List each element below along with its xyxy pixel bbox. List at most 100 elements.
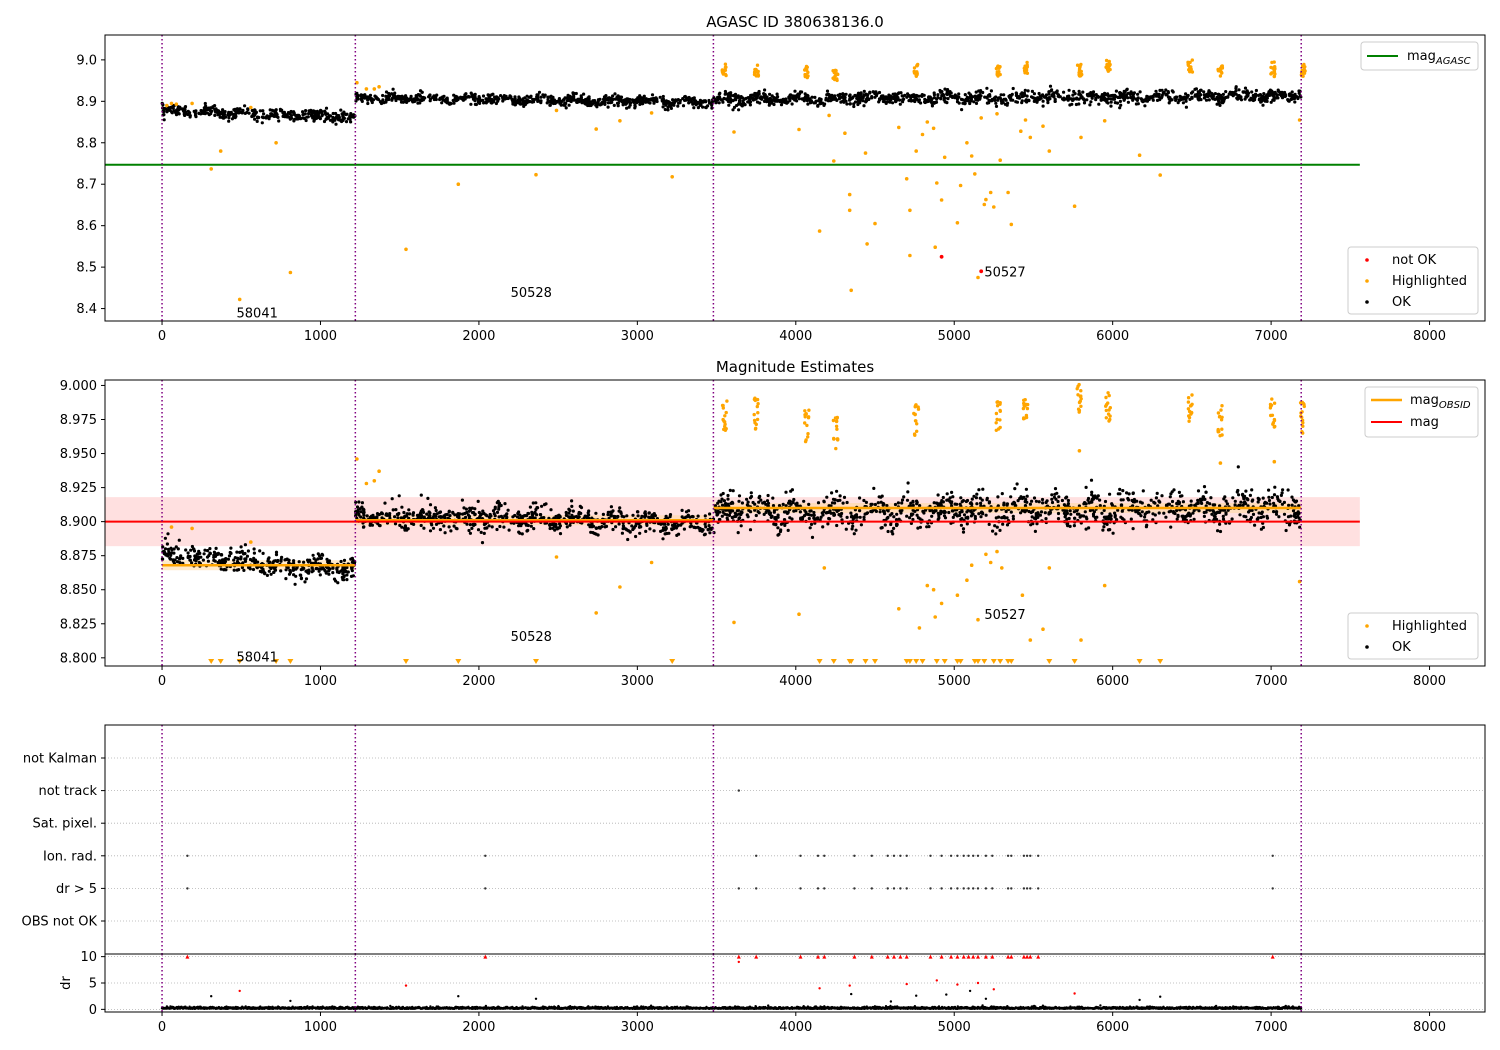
ok-point [768, 513, 772, 517]
ok-point [404, 97, 408, 101]
ok-point [166, 554, 170, 558]
ok-point [226, 113, 230, 117]
ok-point [849, 511, 853, 515]
highlighted-point [1107, 419, 1111, 423]
ok-point [569, 99, 573, 104]
ok-point [1056, 517, 1061, 521]
ok-point [1199, 98, 1203, 102]
ok-point [1147, 503, 1151, 507]
ok-point [1090, 96, 1094, 100]
highlighted-point [218, 149, 223, 153]
ok-point [564, 510, 568, 515]
ok-point [996, 98, 1000, 102]
not-ok-point [939, 254, 944, 259]
ok-point [473, 99, 477, 103]
ok-point [565, 525, 569, 529]
ok-point [1202, 93, 1206, 97]
ok-point [1289, 514, 1293, 518]
ok-point [183, 105, 188, 109]
highlighted-point [817, 229, 822, 233]
ok-point [1168, 99, 1172, 103]
highlighted-point [1186, 400, 1191, 404]
ok-point [1110, 94, 1114, 98]
ok-point [737, 494, 742, 498]
ok-point [837, 97, 842, 101]
ok-point [563, 101, 567, 105]
ok-point [701, 105, 705, 109]
ok-point [1204, 490, 1208, 494]
ok-point [412, 97, 416, 101]
ok-point [194, 115, 198, 119]
ok-point [946, 97, 950, 101]
highlighted-point [1270, 397, 1274, 401]
ok-point [1251, 512, 1256, 517]
ok-point [1270, 495, 1274, 500]
ok-point [345, 112, 349, 116]
ok-point [366, 98, 370, 102]
ok-point [735, 509, 740, 513]
ok-point [546, 95, 550, 99]
ok-point [469, 102, 473, 106]
ok-point [602, 95, 607, 99]
ok-point [1228, 90, 1232, 94]
ok-point [484, 97, 488, 101]
ok-point [987, 522, 991, 527]
ok-point [650, 514, 654, 518]
highlighted-point [835, 78, 839, 83]
ok-point [638, 102, 642, 106]
ok-point [881, 509, 886, 513]
highlighted-point [755, 417, 760, 422]
ok-point [873, 502, 878, 507]
ok-point [872, 486, 876, 490]
ok-point [365, 514, 369, 518]
ok-point [794, 502, 798, 506]
ok-point [246, 108, 250, 112]
ok-point [619, 511, 623, 515]
ok-point [334, 111, 338, 116]
ok-point [1082, 101, 1087, 105]
highlighted-point [965, 141, 969, 145]
ok-point [383, 501, 387, 505]
y-tick-label: 9.0 [76, 53, 97, 68]
highlighted-point [1186, 61, 1190, 65]
ok-point [316, 113, 320, 118]
ok-point [166, 547, 170, 552]
ok-point [328, 118, 332, 122]
ok-point [323, 110, 327, 114]
ok-point [1064, 496, 1068, 500]
panel2-title: Magnitude Estimates [716, 358, 874, 376]
ok-point [297, 113, 301, 117]
ok-point [732, 105, 737, 109]
ok-point [400, 505, 404, 509]
ok-point [704, 106, 708, 110]
ok-point [267, 569, 271, 573]
ok-point [379, 100, 383, 104]
ok-point [1202, 90, 1206, 94]
ok-point [842, 495, 847, 499]
ok-point [384, 513, 388, 517]
ok-point [334, 122, 338, 126]
ok-point [523, 96, 527, 100]
ok-point [1136, 92, 1140, 96]
highlighted-point [534, 172, 538, 177]
ok-point [637, 525, 642, 529]
ok-point [1184, 92, 1188, 96]
ok-point [525, 98, 529, 102]
highlighted-point [1022, 401, 1026, 406]
ok-point [1265, 501, 1269, 505]
ok-point [574, 91, 578, 96]
ok-point [221, 114, 226, 118]
highlighted-point [190, 101, 194, 106]
ok-point [671, 101, 675, 105]
ok-point [1290, 503, 1294, 507]
ok-point [238, 550, 242, 555]
ok-point [1245, 497, 1249, 501]
ok-point [859, 523, 864, 527]
highlighted-point [925, 120, 930, 124]
ok-point [291, 110, 295, 114]
ok-point [671, 98, 675, 102]
ok-point [447, 510, 451, 514]
ok-point [519, 98, 523, 102]
ok-point [293, 582, 297, 586]
highlighted-point [1190, 58, 1195, 62]
